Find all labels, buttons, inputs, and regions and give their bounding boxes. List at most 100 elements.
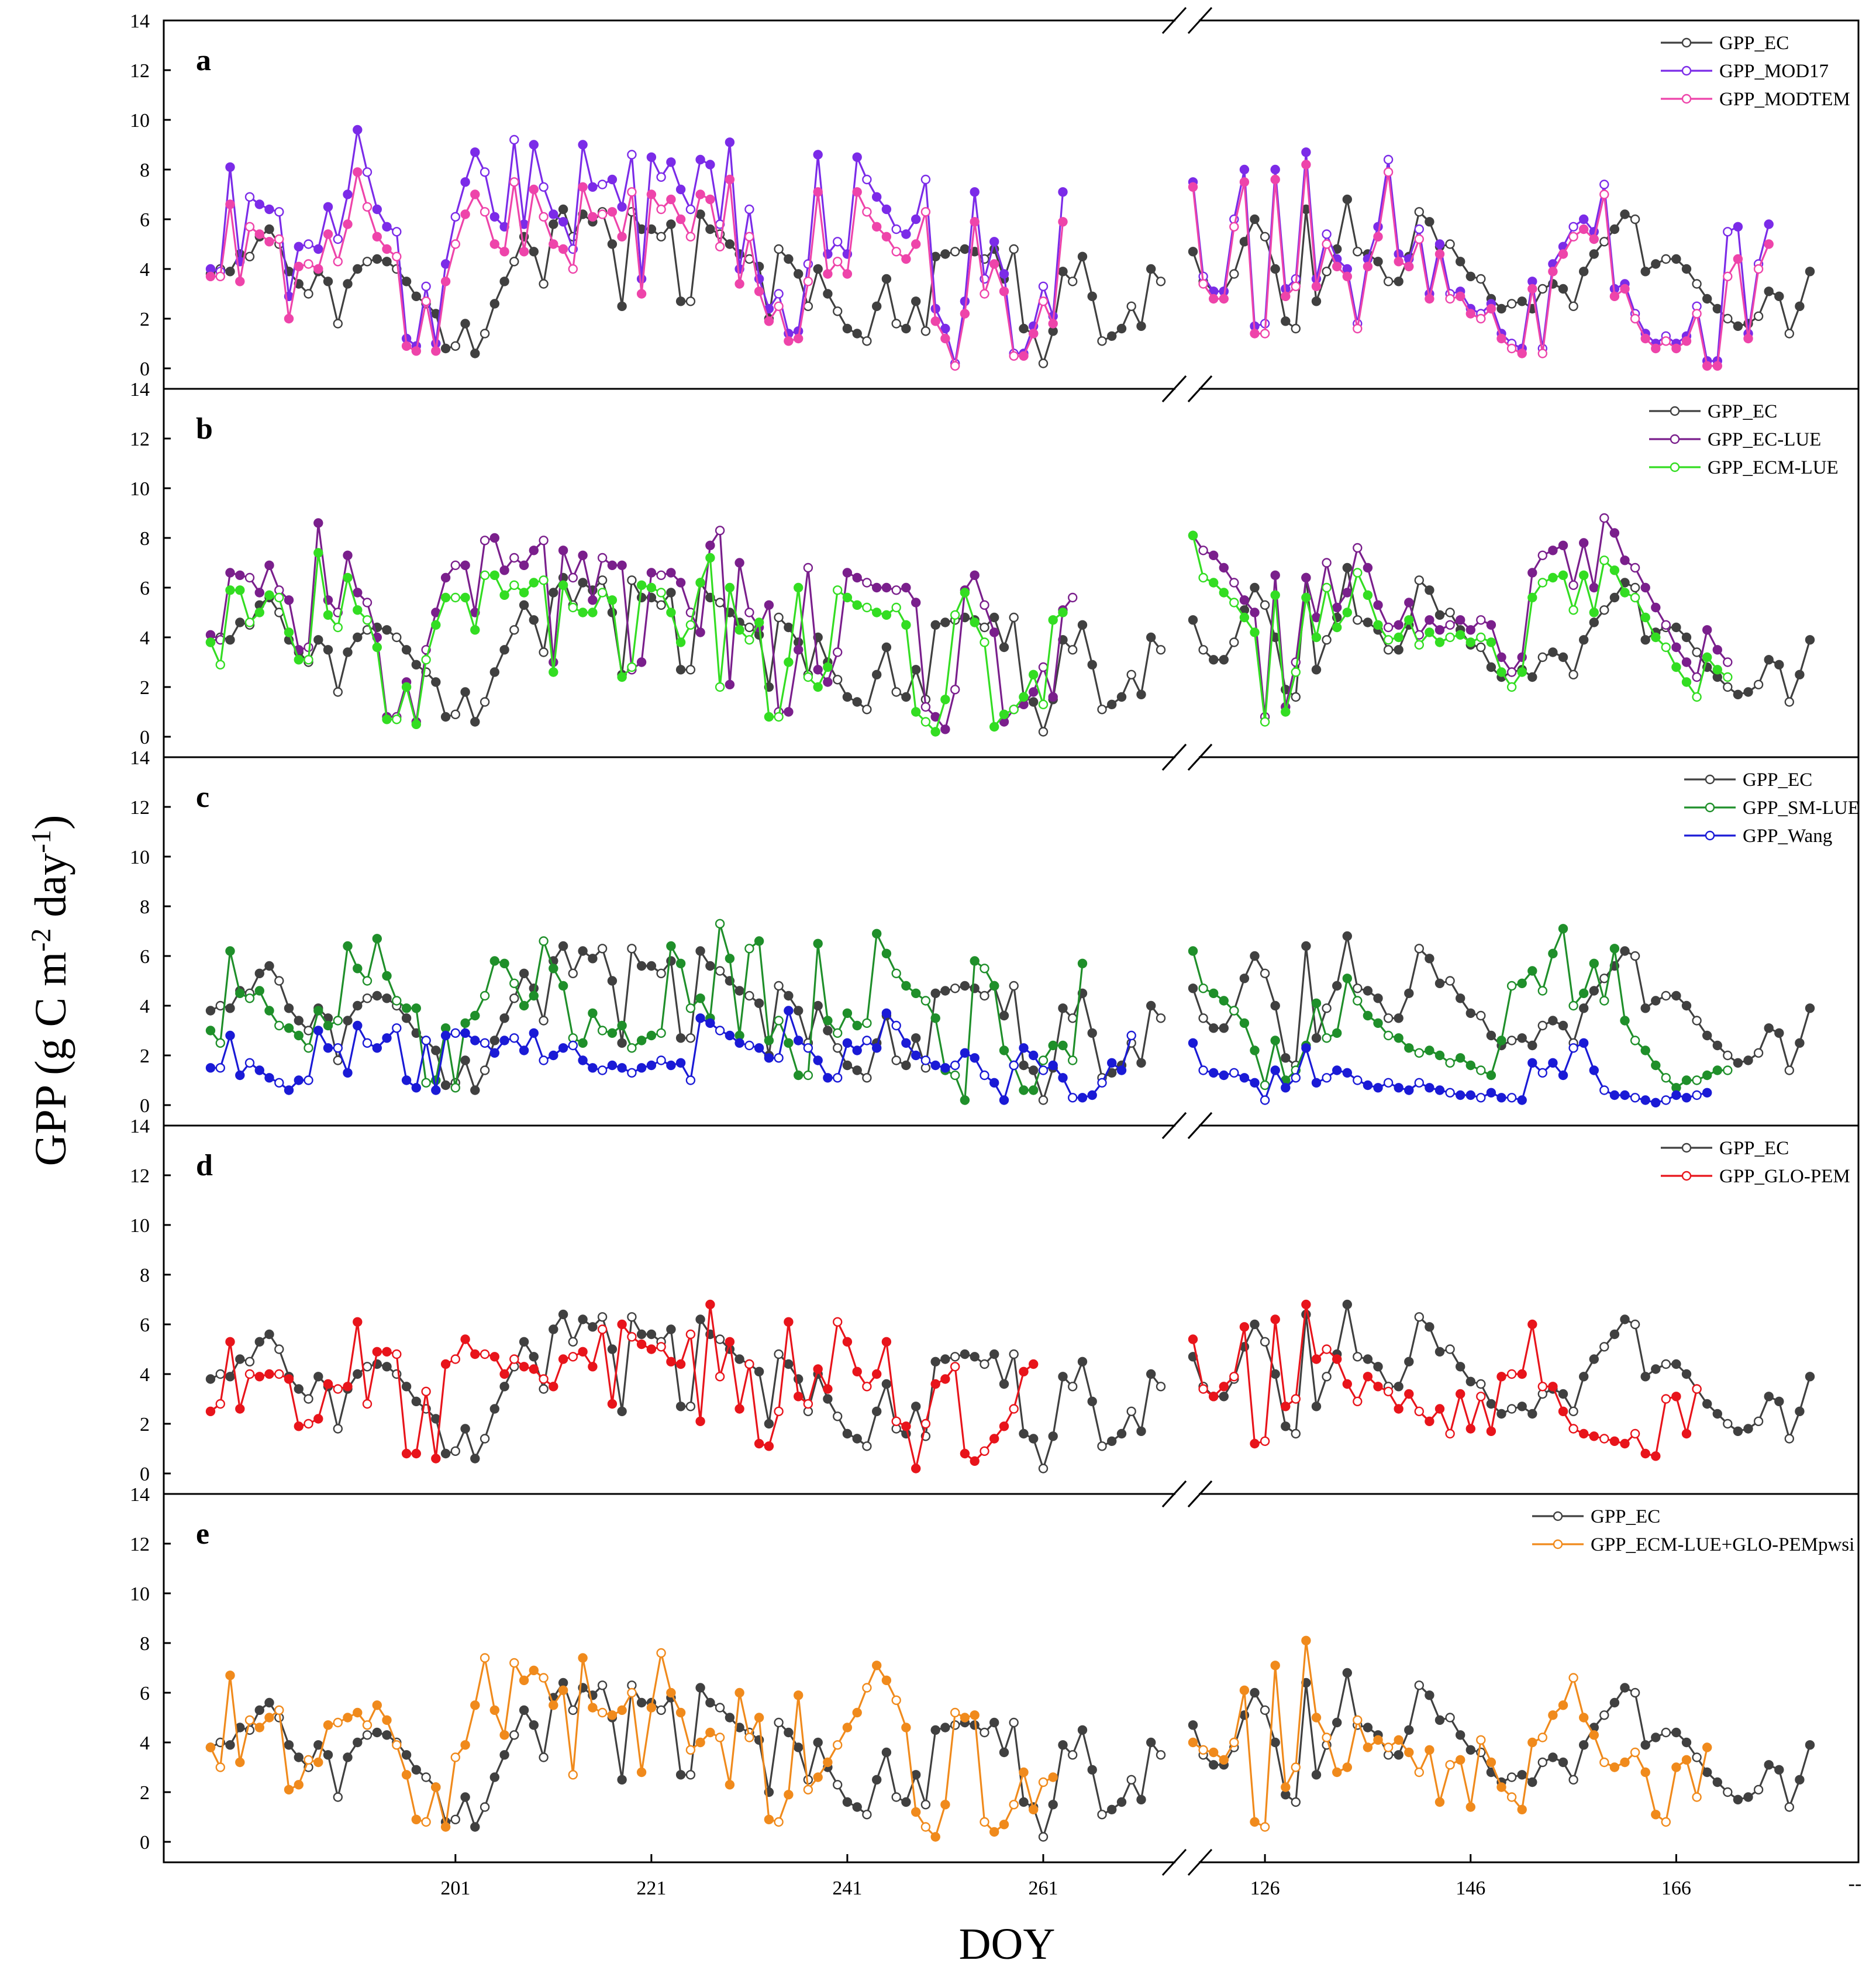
data-point (1445, 632, 1455, 643)
data-point (617, 1406, 627, 1417)
data-point (1353, 1075, 1363, 1085)
data-point (793, 1742, 803, 1752)
data-point (862, 1073, 872, 1083)
data-point (1425, 615, 1434, 625)
y-tick-label: 2 (140, 1782, 150, 1804)
data-point (460, 177, 470, 187)
data-point (401, 1770, 412, 1780)
data-point (891, 1792, 901, 1802)
data-point (715, 598, 725, 608)
data-point (1028, 669, 1039, 680)
data-point (1486, 1399, 1496, 1409)
data-point (1087, 1090, 1097, 1100)
x-tick-label: 166 (1661, 1878, 1691, 1899)
data-point (1373, 1735, 1383, 1745)
data-point (1609, 944, 1620, 954)
data-point (244, 1715, 255, 1725)
data-point (1455, 1053, 1465, 1063)
data-point (1414, 575, 1425, 585)
data-point (1702, 652, 1712, 662)
data-point (1270, 1661, 1280, 1671)
data-point (1599, 1085, 1609, 1095)
data-point (284, 313, 294, 324)
data-point (950, 1707, 960, 1718)
data-point (421, 1078, 431, 1088)
data-point (1589, 249, 1599, 259)
data-point (588, 182, 598, 192)
data-point (989, 1349, 999, 1359)
data-point (1373, 1362, 1383, 1372)
data-point (607, 1028, 618, 1038)
data-point (1009, 1349, 1019, 1359)
data-point (1404, 1085, 1414, 1095)
data-point (1764, 1760, 1774, 1770)
data-point (529, 1665, 539, 1676)
data-point (813, 1055, 823, 1065)
data-point (1353, 247, 1363, 257)
data-point (1058, 267, 1068, 277)
data-point (970, 1456, 980, 1466)
data-point (1058, 608, 1068, 617)
data-point (1373, 600, 1383, 610)
data-point (1517, 348, 1527, 358)
data-point (852, 1065, 862, 1075)
data-point (1692, 1075, 1702, 1085)
data-point (940, 1374, 950, 1384)
data-point (803, 1399, 813, 1409)
break-mark (1161, 743, 1187, 771)
data-point (1548, 1752, 1558, 1762)
data-point (529, 247, 539, 257)
data-point (1506, 1036, 1517, 1045)
data-point (1712, 1409, 1723, 1419)
data-point (842, 323, 853, 334)
data-point (499, 1750, 509, 1760)
data-point (1465, 1376, 1476, 1387)
data-point (1630, 562, 1640, 573)
data-point (274, 1344, 284, 1354)
data-point (1198, 1745, 1208, 1755)
data-point (852, 1366, 862, 1377)
data-point (1383, 1386, 1394, 1397)
data-point (1028, 697, 1039, 707)
data-point (784, 657, 794, 667)
data-point (470, 1454, 480, 1464)
data-point (675, 1402, 686, 1411)
data-point (764, 1419, 774, 1429)
data-point (1692, 692, 1702, 702)
data-point (901, 620, 911, 630)
data-point (1146, 1000, 1156, 1011)
data-point (1651, 1098, 1661, 1108)
data-point (1198, 1065, 1208, 1075)
data-point (960, 981, 970, 991)
data-point (1239, 1685, 1250, 1696)
data-point (695, 1416, 705, 1427)
y-tick-label: 0 (140, 1095, 150, 1117)
data-point (1578, 635, 1589, 645)
data-point (1723, 657, 1733, 667)
data-point (392, 1349, 402, 1359)
data-point (1476, 1735, 1486, 1745)
data-point (1609, 565, 1620, 575)
data-point (1136, 1426, 1146, 1437)
data-point (940, 724, 950, 734)
data-point (1270, 1000, 1280, 1011)
break-gap (1175, 1123, 1199, 1128)
data-point (734, 986, 744, 996)
data-point (1270, 1737, 1280, 1748)
data-point (1640, 1045, 1650, 1055)
legend-marker (1670, 406, 1680, 416)
legend-marker (1553, 1539, 1563, 1549)
data-point (274, 592, 284, 603)
data-point (627, 150, 637, 160)
data-point (1558, 249, 1568, 259)
data-point (401, 1448, 412, 1459)
data-point (421, 1817, 431, 1827)
data-point (1620, 946, 1630, 956)
data-point (1692, 1016, 1702, 1026)
data-point (353, 125, 363, 135)
data-point (549, 964, 558, 974)
data-point (1774, 1396, 1784, 1407)
data-point (1465, 1745, 1476, 1755)
data-point (333, 257, 343, 267)
data-point (1743, 333, 1753, 344)
